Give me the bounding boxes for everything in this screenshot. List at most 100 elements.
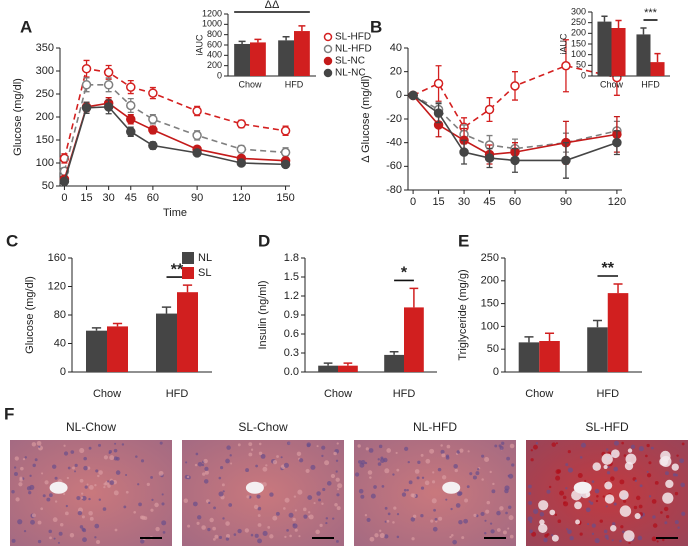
y-axis-title: Insulin (ng/ml) <box>257 280 269 349</box>
cell <box>357 444 361 448</box>
cell <box>150 508 154 512</box>
cell <box>298 535 301 538</box>
cell <box>230 462 233 465</box>
cell <box>74 463 78 467</box>
cell <box>83 465 88 471</box>
cell <box>202 472 206 476</box>
cell <box>637 535 643 541</box>
cell <box>212 526 216 531</box>
cell <box>265 464 268 467</box>
cell <box>114 528 118 532</box>
data-point <box>126 126 136 137</box>
y-tick-label: 300 <box>571 6 586 16</box>
cell <box>455 503 461 508</box>
cell <box>246 495 250 499</box>
lipid <box>601 453 613 465</box>
cell <box>322 487 326 492</box>
cell <box>461 536 465 540</box>
cell <box>54 500 58 503</box>
cell <box>452 539 457 545</box>
y-tick-label: 120 <box>48 280 66 292</box>
lipid <box>619 490 629 500</box>
cell <box>79 478 84 483</box>
cell <box>554 513 558 517</box>
cell <box>577 473 583 478</box>
cell <box>591 523 596 528</box>
cell <box>635 495 641 501</box>
cell <box>305 468 310 473</box>
cell <box>594 538 600 544</box>
cell <box>392 521 395 524</box>
error-bar <box>654 52 661 63</box>
cell <box>533 508 539 514</box>
cell <box>333 451 337 456</box>
cell <box>358 488 364 494</box>
cell <box>23 529 27 533</box>
x-tick-label: 60 <box>147 192 159 204</box>
cell <box>606 471 611 475</box>
y-tick-label: 20 <box>390 66 402 78</box>
cell <box>621 441 624 445</box>
cell <box>396 512 400 516</box>
cell <box>20 466 24 471</box>
bar <box>611 28 626 76</box>
cell <box>88 484 94 490</box>
data-point <box>510 81 520 91</box>
cell <box>508 515 514 521</box>
cell <box>393 506 397 510</box>
cell <box>32 463 36 468</box>
cell <box>213 506 216 510</box>
cell <box>367 470 373 475</box>
cell <box>387 512 391 516</box>
micrograph: SL-Chow <box>182 420 344 546</box>
cell <box>645 454 648 458</box>
cell <box>125 490 129 494</box>
cell <box>431 480 436 484</box>
cell <box>194 463 198 467</box>
y-tick-label: -60 <box>386 160 402 172</box>
cell <box>315 529 320 535</box>
cell <box>269 534 274 539</box>
cell <box>86 466 91 470</box>
image-label: SL-HFD <box>585 420 629 434</box>
y-tick-label: 40 <box>54 337 66 349</box>
cell <box>308 515 311 518</box>
cell <box>201 463 205 467</box>
data-point <box>408 90 418 101</box>
cell <box>72 466 76 470</box>
cell <box>620 525 624 529</box>
cell <box>221 483 225 487</box>
image-label: SL-Chow <box>238 420 288 434</box>
cell <box>535 442 539 445</box>
error-bar <box>343 362 353 366</box>
y-axis-title: iAUC <box>558 33 568 55</box>
legend-marker <box>323 32 333 42</box>
cell <box>258 442 262 446</box>
cell <box>59 522 64 527</box>
x-tick-label: 30 <box>103 192 115 204</box>
cell <box>638 446 644 452</box>
cell <box>121 443 125 446</box>
y-tick-label: 400 <box>207 50 222 60</box>
data-point <box>433 78 444 89</box>
cell <box>628 541 631 545</box>
cell <box>284 497 290 503</box>
cell <box>19 476 23 480</box>
cell <box>308 514 314 520</box>
x-tick-label: 120 <box>608 196 626 208</box>
cell <box>463 518 469 524</box>
cell <box>565 463 569 467</box>
y-tick-label: 150 <box>481 298 499 310</box>
panel-label: B <box>370 17 382 36</box>
y-tick-label: 100 <box>481 320 499 332</box>
x-tick-label: 45 <box>483 196 495 208</box>
cell <box>115 470 121 475</box>
cell <box>646 470 649 473</box>
cell <box>313 502 316 505</box>
cell <box>473 513 477 518</box>
cell <box>40 507 44 511</box>
cell <box>507 527 510 530</box>
cell <box>662 538 665 542</box>
cell <box>256 494 261 499</box>
